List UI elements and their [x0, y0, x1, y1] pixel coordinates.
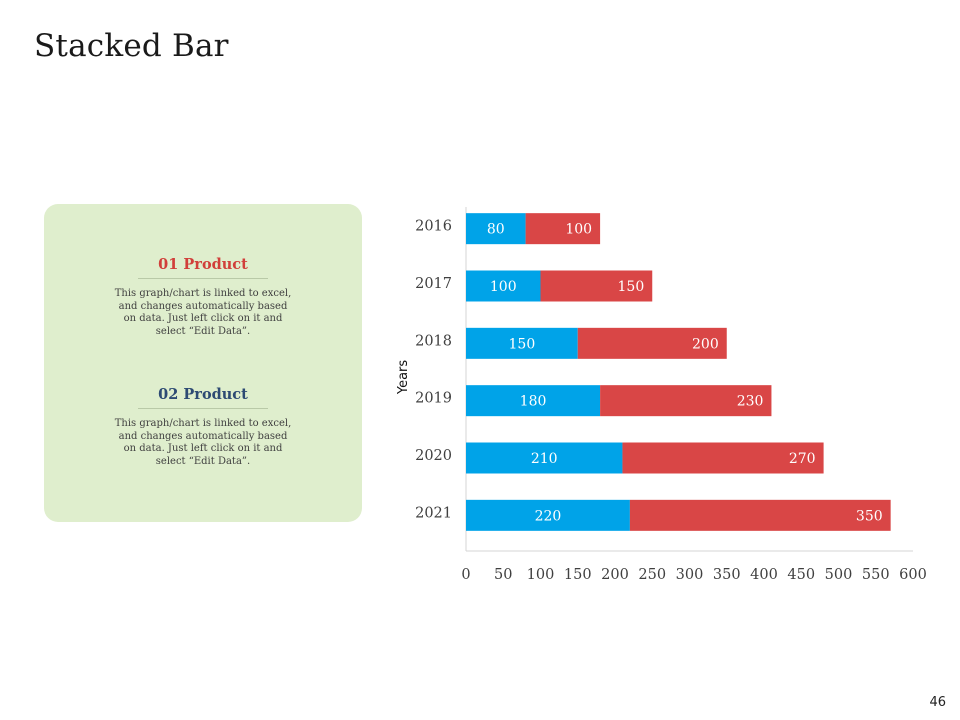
y-tick-label: 2021	[415, 505, 452, 521]
data-label: 150	[509, 336, 536, 352]
y-tick-label: 2018	[415, 333, 452, 349]
data-label: 180	[520, 394, 547, 410]
bar-segment-series-2	[629, 499, 891, 531]
product-1-description: This graph/chart is linked to excel, and…	[114, 288, 292, 337]
product-info-panel: 01 Product This graph/chart is linked to…	[44, 204, 362, 522]
x-tick-label: 200	[601, 567, 629, 583]
x-tick-label: 550	[862, 567, 890, 583]
bar-segment-series-2	[525, 213, 601, 245]
data-label: 210	[531, 451, 558, 467]
data-label: 200	[692, 336, 719, 352]
data-label: 270	[789, 451, 816, 467]
x-tick-label: 300	[676, 567, 704, 583]
bar-segment-series-1	[466, 499, 630, 531]
product-2-block: 02 Product This graph/chart is linked to…	[44, 386, 362, 468]
data-label: 80	[487, 222, 505, 238]
y-tick-label: 2016	[415, 219, 452, 235]
x-tick-label: 50	[494, 567, 512, 583]
data-label: 350	[856, 508, 883, 524]
bar-segment-series-2	[622, 442, 824, 474]
product-1-block: 01 Product This graph/chart is linked to…	[44, 256, 362, 338]
page-number: 46	[929, 695, 946, 710]
y-axis-title: Years	[396, 360, 411, 396]
product-2-description: This graph/chart is linked to excel, and…	[114, 418, 292, 467]
x-tick-label: 450	[787, 567, 815, 583]
product-2-title: 02 Product	[138, 386, 268, 409]
y-tick-label: 2020	[415, 448, 452, 464]
bar-segment-series-1	[466, 442, 623, 474]
y-tick-label: 2019	[415, 391, 452, 407]
bar-segment-series-1	[466, 213, 526, 245]
bar-segment-series-2	[600, 385, 772, 417]
bar-segment-series-2	[540, 270, 653, 302]
data-label: 220	[535, 508, 562, 524]
bar-segment-series-2	[577, 327, 727, 359]
x-tick-label: 150	[564, 567, 592, 583]
data-label: 150	[618, 279, 645, 295]
x-tick-label: 250	[638, 567, 666, 583]
x-tick-label: 400	[750, 567, 778, 583]
bar-segment-series-1	[466, 385, 601, 417]
bar-segment-series-1	[466, 327, 578, 359]
x-tick-label: 350	[713, 567, 741, 583]
product-1-title: 01 Product	[138, 256, 268, 279]
x-tick-label: 500	[825, 567, 853, 583]
data-label: 100	[565, 222, 592, 238]
data-label: 230	[737, 394, 764, 410]
page-title: Stacked Bar	[34, 28, 229, 64]
y-tick-label: 2017	[415, 276, 452, 292]
x-tick-label: 0	[461, 567, 470, 583]
bar-segment-series-1	[466, 270, 541, 302]
data-label: 100	[490, 279, 517, 295]
x-tick-label: 600	[899, 567, 927, 583]
x-tick-label: 100	[527, 567, 555, 583]
